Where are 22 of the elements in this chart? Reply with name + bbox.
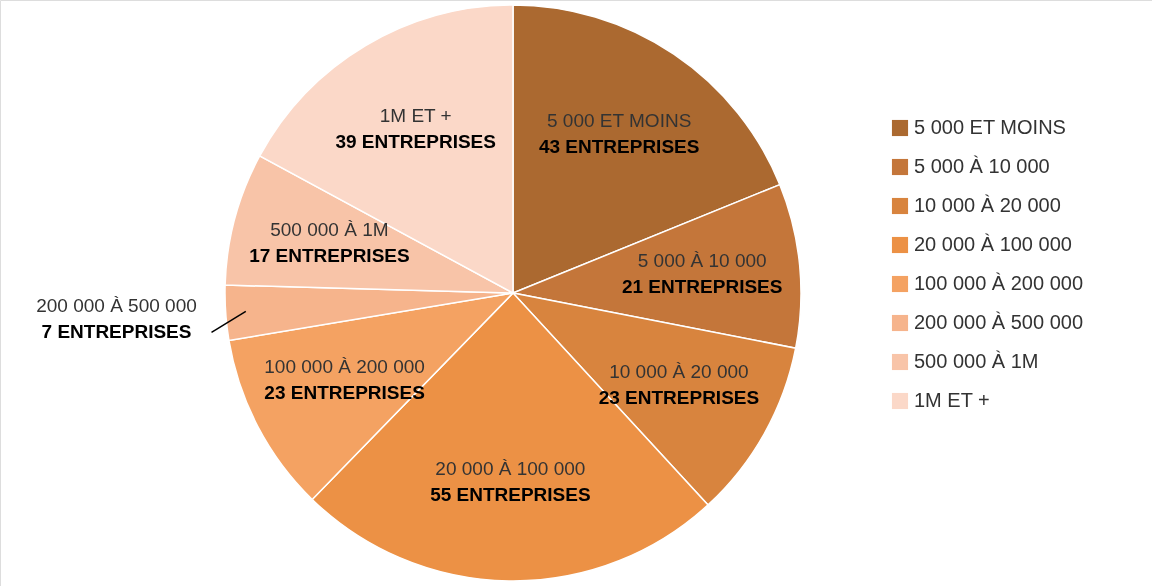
slice-label: 10 000 À 20 000 xyxy=(609,360,749,382)
data-label: 43 ENTREPRISES xyxy=(538,136,700,158)
slice-label: 5 000 À 10 000 xyxy=(637,249,767,271)
slice-label: 200 000 À 500 000 xyxy=(36,295,197,317)
data-label: 55 ENTREPRISES xyxy=(430,484,591,506)
data-label: 7 ENTREPRISES xyxy=(41,321,192,343)
data-label: 21 ENTREPRISES xyxy=(621,275,783,297)
legend-label: 100 000 À 200 000 xyxy=(914,272,1084,294)
legend-label: 10 000 À 20 000 xyxy=(914,194,1061,216)
slice-label: 500 000 À 1M xyxy=(270,218,389,240)
legend-label: 200 000 À 500 000 xyxy=(914,311,1084,333)
slice-label: 5 000 ET MOINS xyxy=(546,110,692,132)
legend-label: 500 000 À 1M xyxy=(914,350,1039,372)
slice-label: 100 000 À 200 000 xyxy=(264,356,425,378)
legend-label: 5 000 À 10 000 xyxy=(914,155,1050,177)
data-label: 39 ENTREPRISES xyxy=(335,130,496,152)
legend-label: 5 000 ET MOINS xyxy=(914,116,1066,138)
slice-label: 1M ET + xyxy=(379,104,452,126)
data-label: 17 ENTREPRISES xyxy=(249,244,410,266)
slice-label: 20 000 À 100 000 xyxy=(435,458,586,480)
legend-label: 1M ET + xyxy=(914,389,990,411)
legend-label: 20 000 À 100 000 xyxy=(914,233,1072,255)
